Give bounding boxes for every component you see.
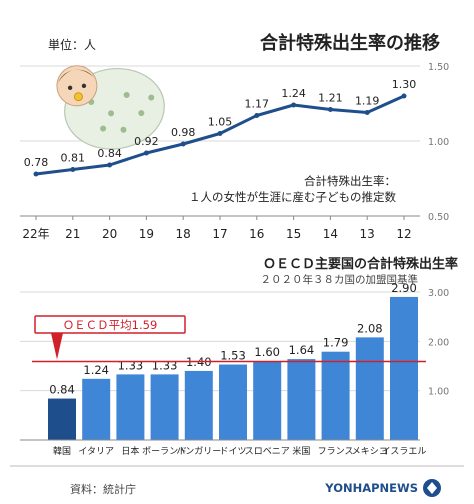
line-value-label: 0.78	[24, 156, 49, 169]
line-x-tick-label: 21	[65, 227, 80, 241]
line-chart-title: 合計特殊出生率の推移	[260, 32, 440, 54]
bar	[253, 361, 282, 440]
bar	[184, 370, 213, 440]
bar-category-label: メキシコ	[352, 447, 388, 457]
line-value-label: 1.05	[208, 116, 233, 129]
bar-value-label: 1.24	[83, 363, 109, 377]
bar-value-label: 2.90	[391, 281, 417, 295]
bar-value-label: 0.84	[49, 383, 75, 397]
definition-line2: １人の女性が生涯に産む子どもの推定数	[189, 190, 396, 204]
bar-value-label: 1.79	[323, 336, 349, 350]
definition-line1: 合計特殊出生率：	[304, 174, 396, 188]
bar	[287, 359, 316, 440]
bar-value-label: 1.33	[152, 358, 178, 372]
bar-category-label: ポーランド	[142, 446, 187, 457]
line-x-tick-label: 15	[286, 227, 301, 241]
bar-category-label: イタリア	[78, 446, 114, 457]
bar-value-label: 1.33	[118, 358, 144, 372]
line-y-tick-label: 1.00	[428, 137, 449, 148]
line-point	[254, 113, 260, 118]
unit-label: 単位：人	[48, 37, 96, 52]
line-x-tick-label: 16	[249, 227, 264, 241]
line-point	[107, 162, 113, 168]
line-point	[33, 171, 39, 177]
bar	[219, 364, 247, 440]
bar-chart-title: ＯＥＣＤ主要国の合計特殊出生率	[263, 256, 458, 272]
line-x-tick-label: 20	[102, 227, 117, 241]
line-point	[217, 131, 223, 136]
line-x-tick-label: 22年	[22, 227, 49, 241]
bar-category-label: 韓国	[53, 446, 71, 457]
bar-y-tick-label: 3.00	[428, 288, 449, 299]
line-value-label: 0.98	[171, 126, 196, 139]
bar-value-label: 1.60	[254, 345, 280, 359]
oecd-average-label: ＯＥＣＤ平均1.59	[63, 318, 158, 332]
bar-y-tick-label: 1.00	[428, 387, 449, 398]
line-y-tick-label: 1.50	[428, 62, 449, 73]
bar	[48, 398, 76, 440]
line-value-label: 1.21	[318, 92, 343, 105]
bar	[82, 378, 111, 440]
bar-category-label: フランス	[318, 446, 354, 457]
bar	[390, 296, 418, 440]
line-x-tick-label: 14	[323, 227, 338, 241]
bar-category-label: 日本	[121, 445, 139, 457]
bar-category-label: ドイツ	[219, 447, 246, 457]
line-value-label: 0.81	[61, 152, 86, 165]
line-point	[291, 102, 297, 108]
bar-value-label: 1.53	[220, 349, 246, 363]
oecd-average-box	[34, 315, 186, 334]
line-y-tick-label: 0.50	[428, 212, 449, 223]
line-chart: 1.30 12 1.19 13 1.21 14 1.24 15 1.17 16 1.05 17 0.98…	[22, 78, 416, 241]
oecd-average-pointer	[51, 333, 63, 360]
yonhap-logo-icon	[423, 479, 441, 497]
bar-category-label: 米国	[292, 445, 310, 457]
line-point	[143, 150, 149, 156]
line-point	[180, 141, 186, 147]
line-value-label: 1.30	[392, 78, 417, 91]
bar	[355, 337, 384, 440]
line-x-tick-label: 17	[212, 227, 227, 241]
bar-chart: 2.90 イスラエル 2.08 メキシコ 1.79 フランス 1.64 米国 1.60 スロベニア…	[20, 281, 426, 457]
line-value-label: 0.84	[97, 147, 122, 160]
line-point	[364, 110, 370, 115]
bar-value-label: 2.08	[357, 321, 383, 335]
line-point	[401, 93, 407, 99]
bar-chart-note: ２０２０年３８カ国の加盟国基準	[261, 273, 419, 286]
bar-category-label: ハンガリー	[176, 446, 221, 457]
line-x-tick-label: 19	[139, 227, 154, 241]
bar	[321, 351, 350, 440]
line-value-label: 1.19	[355, 95, 380, 108]
line-value-label: 1.24	[281, 87, 306, 100]
bar-value-label: 1.64	[289, 343, 315, 357]
line-point	[327, 107, 333, 112]
line-value-label: 1.17	[245, 98, 270, 111]
bar-category-label: イスラエル	[382, 446, 427, 457]
line-value-label: 0.92	[134, 135, 159, 148]
bar-y-tick-label: 2.00	[428, 337, 449, 348]
credit-label: YONHAPNEWS	[324, 481, 418, 495]
baby-illustration	[56, 65, 165, 150]
line-x-tick-label: 13	[360, 227, 375, 241]
bar	[150, 374, 179, 440]
bar-category-label: スロベニア	[245, 447, 290, 457]
line-x-tick-label: 18	[176, 227, 191, 241]
bar	[116, 374, 145, 440]
line-x-tick-label: 12	[396, 227, 411, 241]
line-point	[70, 167, 76, 172]
source-label: 資料：統計庁	[70, 482, 136, 496]
